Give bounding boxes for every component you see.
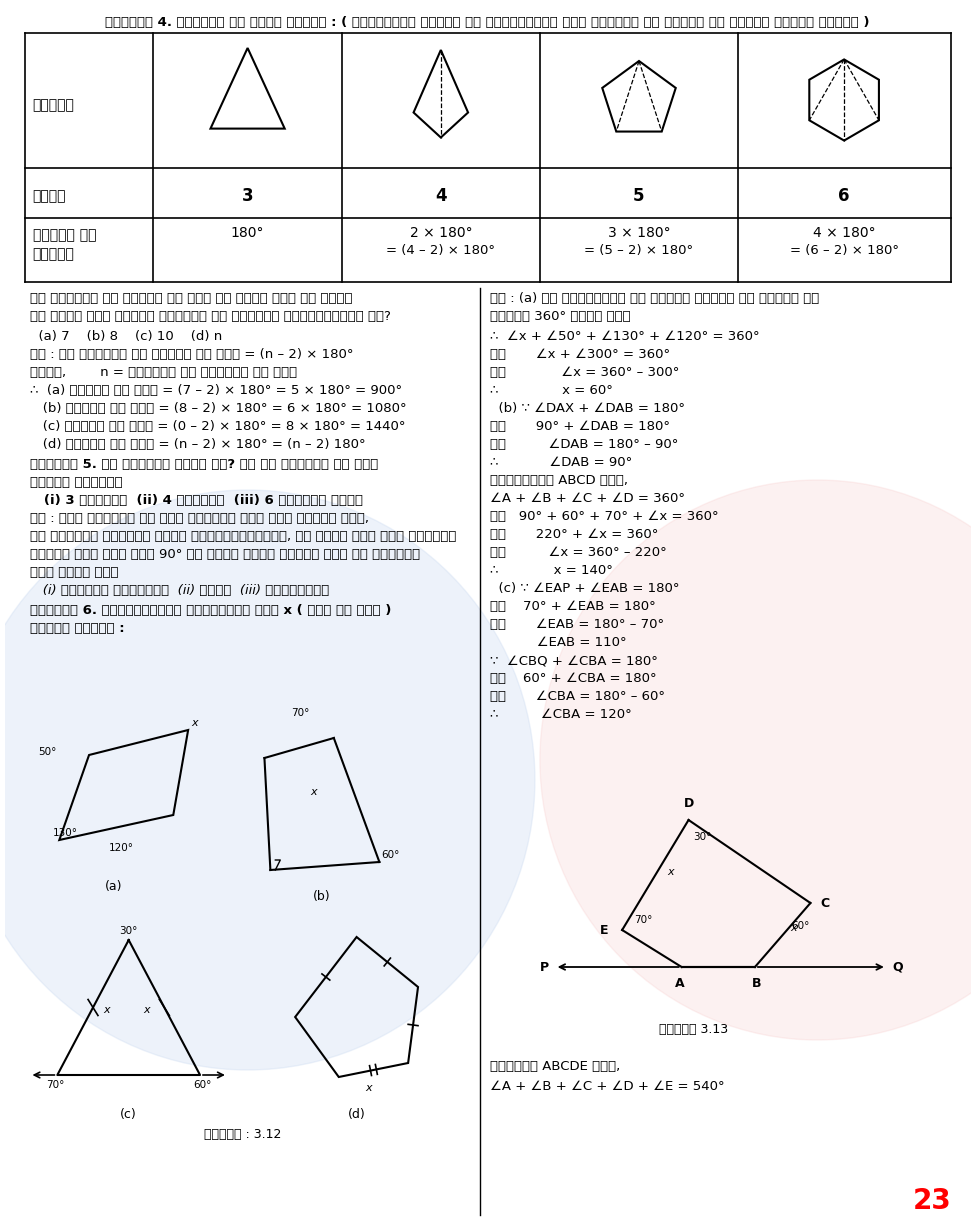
Circle shape bbox=[0, 490, 535, 1070]
Text: (d) कोणों के योग = (n – 2) × 180° = (n – 2) 180°: (d) कोणों के योग = (n – 2) × 180° = (n –… bbox=[29, 438, 366, 451]
Text: 60°: 60° bbox=[792, 921, 809, 931]
Text: Q: Q bbox=[893, 960, 903, 974]
Text: (b): (b) bbox=[313, 890, 331, 903]
Text: = (6 – 2) × 180°: = (6 – 2) × 180° bbox=[790, 244, 899, 257]
Text: 6: 6 bbox=[838, 187, 850, 205]
Text: सम बहुभुज कहलाते हैं। उदाहरणस्वरूप, एक वर्ग में सभी भुजाएँ: सम बहुभुज कहलाते हैं। उदाहरणस्वरूप, एक व… bbox=[29, 530, 456, 543]
Text: या   90° + 60° + 70° + ∠x = 360°: या 90° + 60° + 70° + ∠x = 360° bbox=[490, 510, 719, 523]
Text: या    70° + ∠EAB = 180°: या 70° + ∠EAB = 180° bbox=[490, 600, 656, 613]
Text: 30°: 30° bbox=[120, 926, 137, 936]
Text: जहाँ,        n = भुजाओं की संख्या का योग: जहाँ, n = भुजाओं की संख्या का योग bbox=[29, 366, 296, 379]
Text: x: x bbox=[791, 923, 798, 933]
Text: 120°: 120° bbox=[109, 842, 135, 853]
Text: (c) कोणों के योग = (0 – 2) × 180° = 8 × 180° = 1440°: (c) कोणों के योग = (0 – 2) × 180° = 8 × … bbox=[29, 420, 405, 433]
Text: = (4 – 2) × 180°: = (4 – 2) × 180° bbox=[386, 244, 495, 257]
Text: (c): (c) bbox=[120, 1108, 137, 1121]
Text: x: x bbox=[366, 1083, 371, 1093]
Text: 3: 3 bbox=[242, 187, 254, 205]
Text: (d): (d) bbox=[348, 1108, 366, 1121]
Text: प्रश्न 5. सम बहुभुज क्या है? एक सम बहुभुज का नाम: प्रश्न 5. सम बहुभुज क्या है? एक सम बहुभु… bbox=[29, 458, 378, 472]
Text: 23: 23 bbox=[913, 1187, 952, 1214]
Text: बताइए जिसमें: बताइए जिसमें bbox=[29, 476, 122, 489]
Text: या       ∠CBA = 180° – 60°: या ∠CBA = 180° – 60° bbox=[490, 690, 665, 702]
Text: (c) ∵ ∠EAP + ∠EAB = 180°: (c) ∵ ∠EAP + ∠EAB = 180° bbox=[490, 582, 680, 596]
Text: या       ∠x + ∠300° = 360°: या ∠x + ∠300° = 360° bbox=[490, 348, 671, 361]
Text: D: D bbox=[683, 797, 693, 810]
Text: या             ∠x = 360° – 300°: या ∠x = 360° – 300° bbox=[490, 366, 680, 379]
Text: ∴          ∠CBA = 120°: ∴ ∠CBA = 120° bbox=[490, 709, 632, 721]
Text: कहा जाता है।: कहा जाता है। bbox=[29, 566, 118, 578]
Text: (i) 3 भुजाएँ  (ii) 4 भुजाएँ  (iii) 6 भुजाएँ हों।: (i) 3 भुजाएँ (ii) 4 भुजाएँ (iii) 6 भुजाए… bbox=[29, 494, 363, 507]
Text: = (5 – 2) × 180°: = (5 – 2) × 180° bbox=[584, 244, 693, 257]
Text: चतुर्भुज ABCD में,: चतुर्भुज ABCD में, bbox=[490, 474, 628, 488]
Text: हल : जिस बहुभुज की सभी भुजाएँ तथा कोण बराबर हों,: हल : जिस बहुभुज की सभी भुजाएँ तथा कोण बर… bbox=[29, 512, 369, 526]
Text: (a): (a) bbox=[105, 880, 123, 893]
Text: प्रश्न 4. तालिका की जाँच कीजिए : ( प्रत्येक आकृति को त्रिभुजों में बाँटिए और कोण: प्रश्न 4. तालिका की जाँच कीजिए : ( प्रत्… bbox=[105, 16, 870, 29]
Text: आकृति 3.13: आकृति 3.13 bbox=[659, 1023, 728, 1036]
Text: या       ∠EAB = 180° – 70°: या ∠EAB = 180° – 70° bbox=[490, 618, 665, 631]
Text: E: E bbox=[600, 923, 608, 937]
Text: ∠A + ∠B + ∠C + ∠D + ∠E = 540°: ∠A + ∠B + ∠C + ∠D + ∠E = 540° bbox=[490, 1079, 725, 1093]
Text: हल : एक बहुभुज के कोणों के योग = (n – 2) × 180°: हल : एक बहुभुज के कोणों के योग = (n – 2)… bbox=[29, 348, 353, 361]
Text: B: B bbox=[752, 977, 761, 990]
Text: ∴  ∠x + ∠50° + ∠130° + ∠120° = 360°: ∴ ∠x + ∠50° + ∠130° + ∠120° = 360° bbox=[490, 330, 760, 343]
Text: 2 × 180°: 2 × 180° bbox=[410, 226, 472, 239]
Text: ज्ञात कीजिए :: ज्ञात कीजिए : bbox=[29, 623, 124, 635]
Text: 70°: 70° bbox=[291, 709, 309, 718]
Text: कह सकते हैं जिसकी भुजाओं की संख्या निम्नलिखित हो?: कह सकते हैं जिसकी भुजाओं की संख्या निम्न… bbox=[29, 309, 390, 323]
Text: ∴  (a) कोणों के योग = (7 – 2) × 180° = 5 × 180° = 900°: ∴ (a) कोणों के योग = (7 – 2) × 180° = 5 … bbox=[29, 384, 402, 397]
Text: या          ∠DAB = 180° – 90°: या ∠DAB = 180° – 90° bbox=[490, 438, 679, 451]
Text: 60°: 60° bbox=[193, 1079, 212, 1090]
Text: 60°: 60° bbox=[381, 850, 400, 860]
Text: ∠A + ∠B + ∠C + ∠D = 360°: ∠A + ∠B + ∠C + ∠D = 360° bbox=[490, 492, 685, 505]
Text: x: x bbox=[667, 867, 674, 877]
Text: योगफल 360° होता है।: योगफल 360° होता है। bbox=[490, 309, 631, 323]
Text: भुजा: भुजा bbox=[32, 189, 66, 203]
Text: ∵  ∠CBQ + ∠CBA = 180°: ∵ ∠CBQ + ∠CBA = 180° bbox=[490, 655, 658, 667]
Text: 4 × 180°: 4 × 180° bbox=[813, 226, 876, 239]
Text: A: A bbox=[675, 977, 684, 990]
Text: 4: 4 bbox=[435, 187, 447, 205]
Text: या       90° + ∠DAB = 180°: या 90° + ∠DAB = 180° bbox=[490, 420, 671, 433]
Text: (a) 7    (b) 8    (c) 10    (d) n: (a) 7 (b) 8 (c) 10 (d) n bbox=[29, 330, 222, 343]
Circle shape bbox=[540, 480, 975, 1040]
Text: कोणों का: कोणों का bbox=[32, 228, 97, 242]
Text: C: C bbox=[820, 896, 830, 910]
Text: ∴             x = 140°: ∴ x = 140° bbox=[490, 564, 613, 577]
Text: आकृति: आकृति bbox=[32, 98, 74, 112]
Text: या       220° + ∠x = 360°: या 220° + ∠x = 360° bbox=[490, 528, 659, 542]
Text: 5: 5 bbox=[633, 187, 644, 205]
Text: x: x bbox=[191, 718, 198, 728]
Text: हल : (a) एक चतुर्भुज के चारों कोणों की मापों का: हल : (a) एक चतुर्भुज के चारों कोणों की म… bbox=[490, 292, 820, 305]
Text: या          ∠x = 360° – 220°: या ∠x = 360° – 220° bbox=[490, 546, 667, 559]
Text: आकृति : 3.12: आकृति : 3.12 bbox=[204, 1129, 282, 1141]
Text: या    60° + ∠CBA = 180°: या 60° + ∠CBA = 180° bbox=[490, 672, 657, 685]
Text: 3 × 180°: 3 × 180° bbox=[607, 226, 670, 239]
Text: 130°: 130° bbox=[53, 828, 77, 837]
Text: x: x bbox=[103, 1005, 110, 1016]
Text: x: x bbox=[311, 787, 317, 797]
Text: 50°: 50° bbox=[38, 747, 57, 756]
Text: x: x bbox=[143, 1005, 150, 1016]
Text: (b) कोणों के योग = (8 – 2) × 180° = 6 × 180° = 1080°: (b) कोणों के योग = (8 – 2) × 180° = 6 × … bbox=[29, 402, 407, 415]
Text: (i) समबाहु त्रिभुज  (ii) वर्ग  (iii) समषड्भुज: (i) समबाहु त्रिभुज (ii) वर्ग (iii) समषड्… bbox=[29, 585, 329, 597]
Text: 30°: 30° bbox=[693, 833, 712, 842]
Text: ∴            ∠DAB = 90°: ∴ ∠DAB = 90° bbox=[490, 456, 633, 469]
Text: प्रश्न 6. निम्नलिखित आकृतियों में x ( कोण की माप ): प्रश्न 6. निम्नलिखित आकृतियों में x ( को… bbox=[29, 604, 391, 616]
Text: P: P bbox=[540, 960, 549, 974]
Text: एक बहुभुज के कोणों के योग के बारे में आप क्या: एक बहुभुज के कोणों के योग के बारे में आप… bbox=[29, 292, 352, 305]
Text: 180°: 180° bbox=[231, 226, 264, 239]
Text: पंचभुज ABCDE में,: पंचभुज ABCDE में, bbox=[490, 1060, 621, 1073]
Text: ∠EAB = 110°: ∠EAB = 110° bbox=[490, 636, 627, 650]
Text: बराबर तथा सभी कोण 90° के होते हैं। इसलिए इसे सम बहुभुज: बराबर तथा सभी कोण 90° के होते हैं। इसलिए… bbox=[29, 548, 419, 561]
Text: योगफल: योगफल bbox=[32, 247, 74, 262]
Text: 70°: 70° bbox=[634, 915, 652, 925]
Text: (b) ∵ ∠DAX + ∠DAB = 180°: (b) ∵ ∠DAX + ∠DAB = 180° bbox=[490, 402, 685, 415]
Text: 70°: 70° bbox=[46, 1079, 64, 1090]
Text: ∴               x = 60°: ∴ x = 60° bbox=[490, 384, 613, 397]
